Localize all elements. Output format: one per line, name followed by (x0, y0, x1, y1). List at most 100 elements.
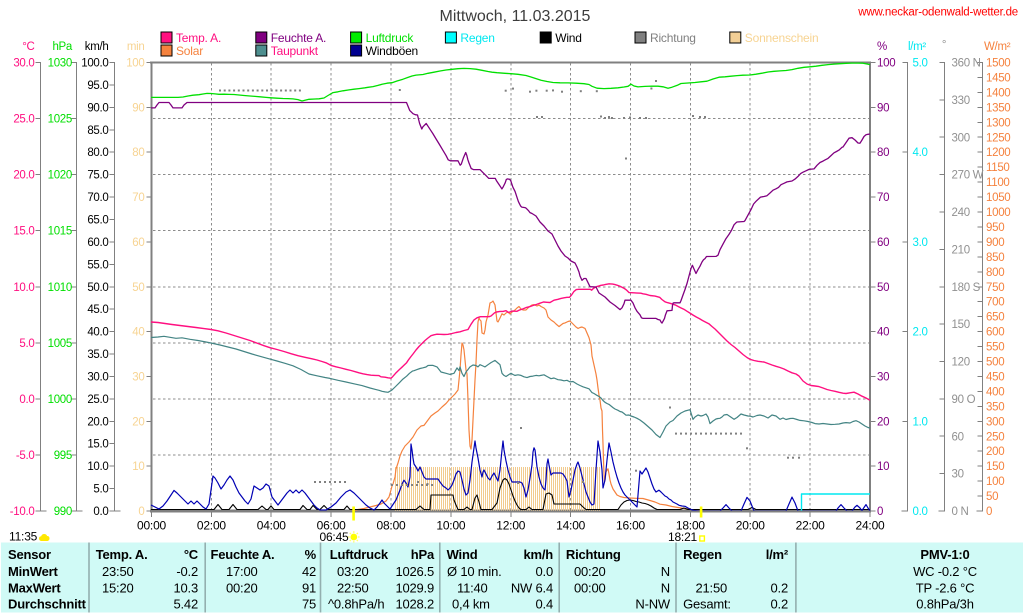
svg-text:950: 950 (986, 222, 1004, 234)
svg-text:PMV-1:0: PMV-1:0 (920, 547, 969, 562)
svg-text:500: 500 (986, 357, 1004, 369)
svg-text:18:21: 18:21 (668, 530, 698, 544)
svg-text:30.0: 30.0 (87, 371, 108, 383)
svg-text:Feuchte A.: Feuchte A. (271, 31, 326, 45)
svg-text:990: 990 (54, 506, 72, 518)
svg-text:Gesamt:: Gesamt: (683, 597, 731, 612)
svg-text:Ø 10 min.: Ø 10 min. (447, 564, 502, 579)
svg-text:0.4: 0.4 (536, 597, 553, 612)
svg-text:hPa: hPa (411, 547, 435, 562)
svg-text:1.0: 1.0 (913, 416, 928, 428)
svg-text:1300: 1300 (986, 117, 1010, 129)
svg-text:20.0: 20.0 (13, 170, 34, 182)
svg-text:Regen: Regen (460, 31, 494, 45)
svg-text:400: 400 (986, 386, 1004, 398)
svg-text:600: 600 (986, 327, 1004, 339)
svg-text:00:20: 00:20 (226, 580, 258, 595)
svg-text:1050: 1050 (986, 192, 1010, 204)
svg-text:5.0: 5.0 (93, 484, 108, 496)
svg-text:60.0: 60.0 (87, 237, 108, 249)
svg-text:l/m²: l/m² (908, 41, 926, 53)
svg-text:10:00: 10:00 (436, 519, 466, 533)
svg-text:0.0: 0.0 (536, 564, 553, 579)
svg-text:650: 650 (986, 312, 1004, 324)
svg-text:210: 210 (952, 244, 970, 256)
svg-text:42: 42 (302, 564, 316, 579)
svg-text:100: 100 (126, 58, 144, 70)
svg-text:900: 900 (986, 237, 1004, 249)
svg-text:35.0: 35.0 (87, 349, 108, 361)
svg-text:Feuchte A.: Feuchte A. (211, 547, 275, 562)
svg-text:Richtung: Richtung (566, 547, 621, 562)
svg-text:60: 60 (952, 431, 964, 443)
svg-text:20: 20 (877, 416, 889, 428)
svg-text:km/h: km/h (85, 41, 109, 53)
svg-text:24:00: 24:00 (855, 519, 885, 533)
svg-text:-5.0: -5.0 (16, 450, 35, 462)
svg-text:1015: 1015 (48, 226, 72, 238)
svg-text:270 W: 270 W (952, 170, 984, 182)
svg-text:08:00: 08:00 (376, 519, 406, 533)
svg-text:80: 80 (132, 147, 144, 159)
svg-text:11:35: 11:35 (9, 530, 38, 544)
svg-text:1250: 1250 (986, 132, 1010, 144)
svg-text:50: 50 (986, 491, 998, 503)
svg-text:10: 10 (877, 461, 889, 473)
svg-text:Temp. A.: Temp. A. (176, 31, 221, 45)
svg-text:50: 50 (877, 282, 889, 294)
svg-text:4.0: 4.0 (913, 147, 928, 159)
svg-text:1500: 1500 (986, 58, 1010, 70)
svg-text:22:00: 22:00 (796, 519, 826, 533)
svg-text:450: 450 (986, 371, 1004, 383)
svg-text:W/m²: W/m² (984, 41, 1011, 53)
svg-text:300: 300 (952, 132, 970, 144)
svg-text:10.3: 10.3 (173, 580, 198, 595)
svg-text:700: 700 (986, 297, 1004, 309)
svg-text:40: 40 (877, 327, 889, 339)
svg-text:3.0: 3.0 (913, 237, 928, 249)
svg-text:30: 30 (952, 469, 964, 481)
svg-text:1026.5: 1026.5 (395, 564, 434, 579)
svg-text:20.0: 20.0 (87, 416, 108, 428)
svg-text:20:00: 20:00 (736, 519, 766, 533)
svg-text:0 N: 0 N (952, 506, 969, 518)
svg-text:1028.2: 1028.2 (395, 597, 434, 612)
svg-text:0.0: 0.0 (93, 506, 108, 518)
svg-text:00:20: 00:20 (574, 564, 606, 579)
svg-text:250: 250 (986, 431, 1004, 443)
svg-text:16:00: 16:00 (616, 519, 646, 533)
svg-text:Wind: Wind (447, 547, 478, 562)
svg-text:Luftdruck: Luftdruck (366, 31, 415, 45)
svg-text:°: ° (942, 39, 946, 51)
svg-text:km/h: km/h (523, 547, 553, 562)
svg-text:12:00: 12:00 (496, 519, 526, 533)
svg-text:Sensor: Sensor (8, 547, 51, 562)
svg-text:MinWert: MinWert (8, 564, 59, 579)
svg-text:80.0: 80.0 (87, 147, 108, 159)
svg-text:°C: °C (22, 41, 34, 53)
svg-text:1029.9: 1029.9 (395, 580, 434, 595)
svg-text:0: 0 (138, 506, 144, 518)
svg-text:100: 100 (986, 476, 1004, 488)
svg-text:0,4 km: 0,4 km (452, 597, 490, 612)
svg-text:5.0: 5.0 (19, 338, 34, 350)
svg-text:Wind: Wind (555, 31, 582, 45)
svg-text:150: 150 (952, 319, 970, 331)
svg-text:60: 60 (877, 237, 889, 249)
svg-text:100.0: 100.0 (81, 58, 108, 70)
svg-text:1010: 1010 (48, 282, 72, 294)
svg-text:750: 750 (986, 282, 1004, 294)
svg-text:11:40: 11:40 (457, 580, 488, 595)
svg-text:65.0: 65.0 (87, 214, 108, 226)
svg-text:14:00: 14:00 (556, 519, 586, 533)
svg-text:90: 90 (132, 102, 144, 114)
svg-text:Taupunkt: Taupunkt (271, 44, 319, 58)
svg-text:200: 200 (986, 446, 1004, 458)
svg-text:02:00: 02:00 (197, 519, 227, 533)
svg-text:N: N (661, 580, 670, 595)
svg-text:40.0: 40.0 (87, 327, 108, 339)
svg-text:03:20: 03:20 (337, 564, 369, 579)
svg-text:%: % (305, 547, 317, 562)
svg-text:150: 150 (986, 461, 1004, 473)
svg-text:40: 40 (132, 327, 144, 339)
